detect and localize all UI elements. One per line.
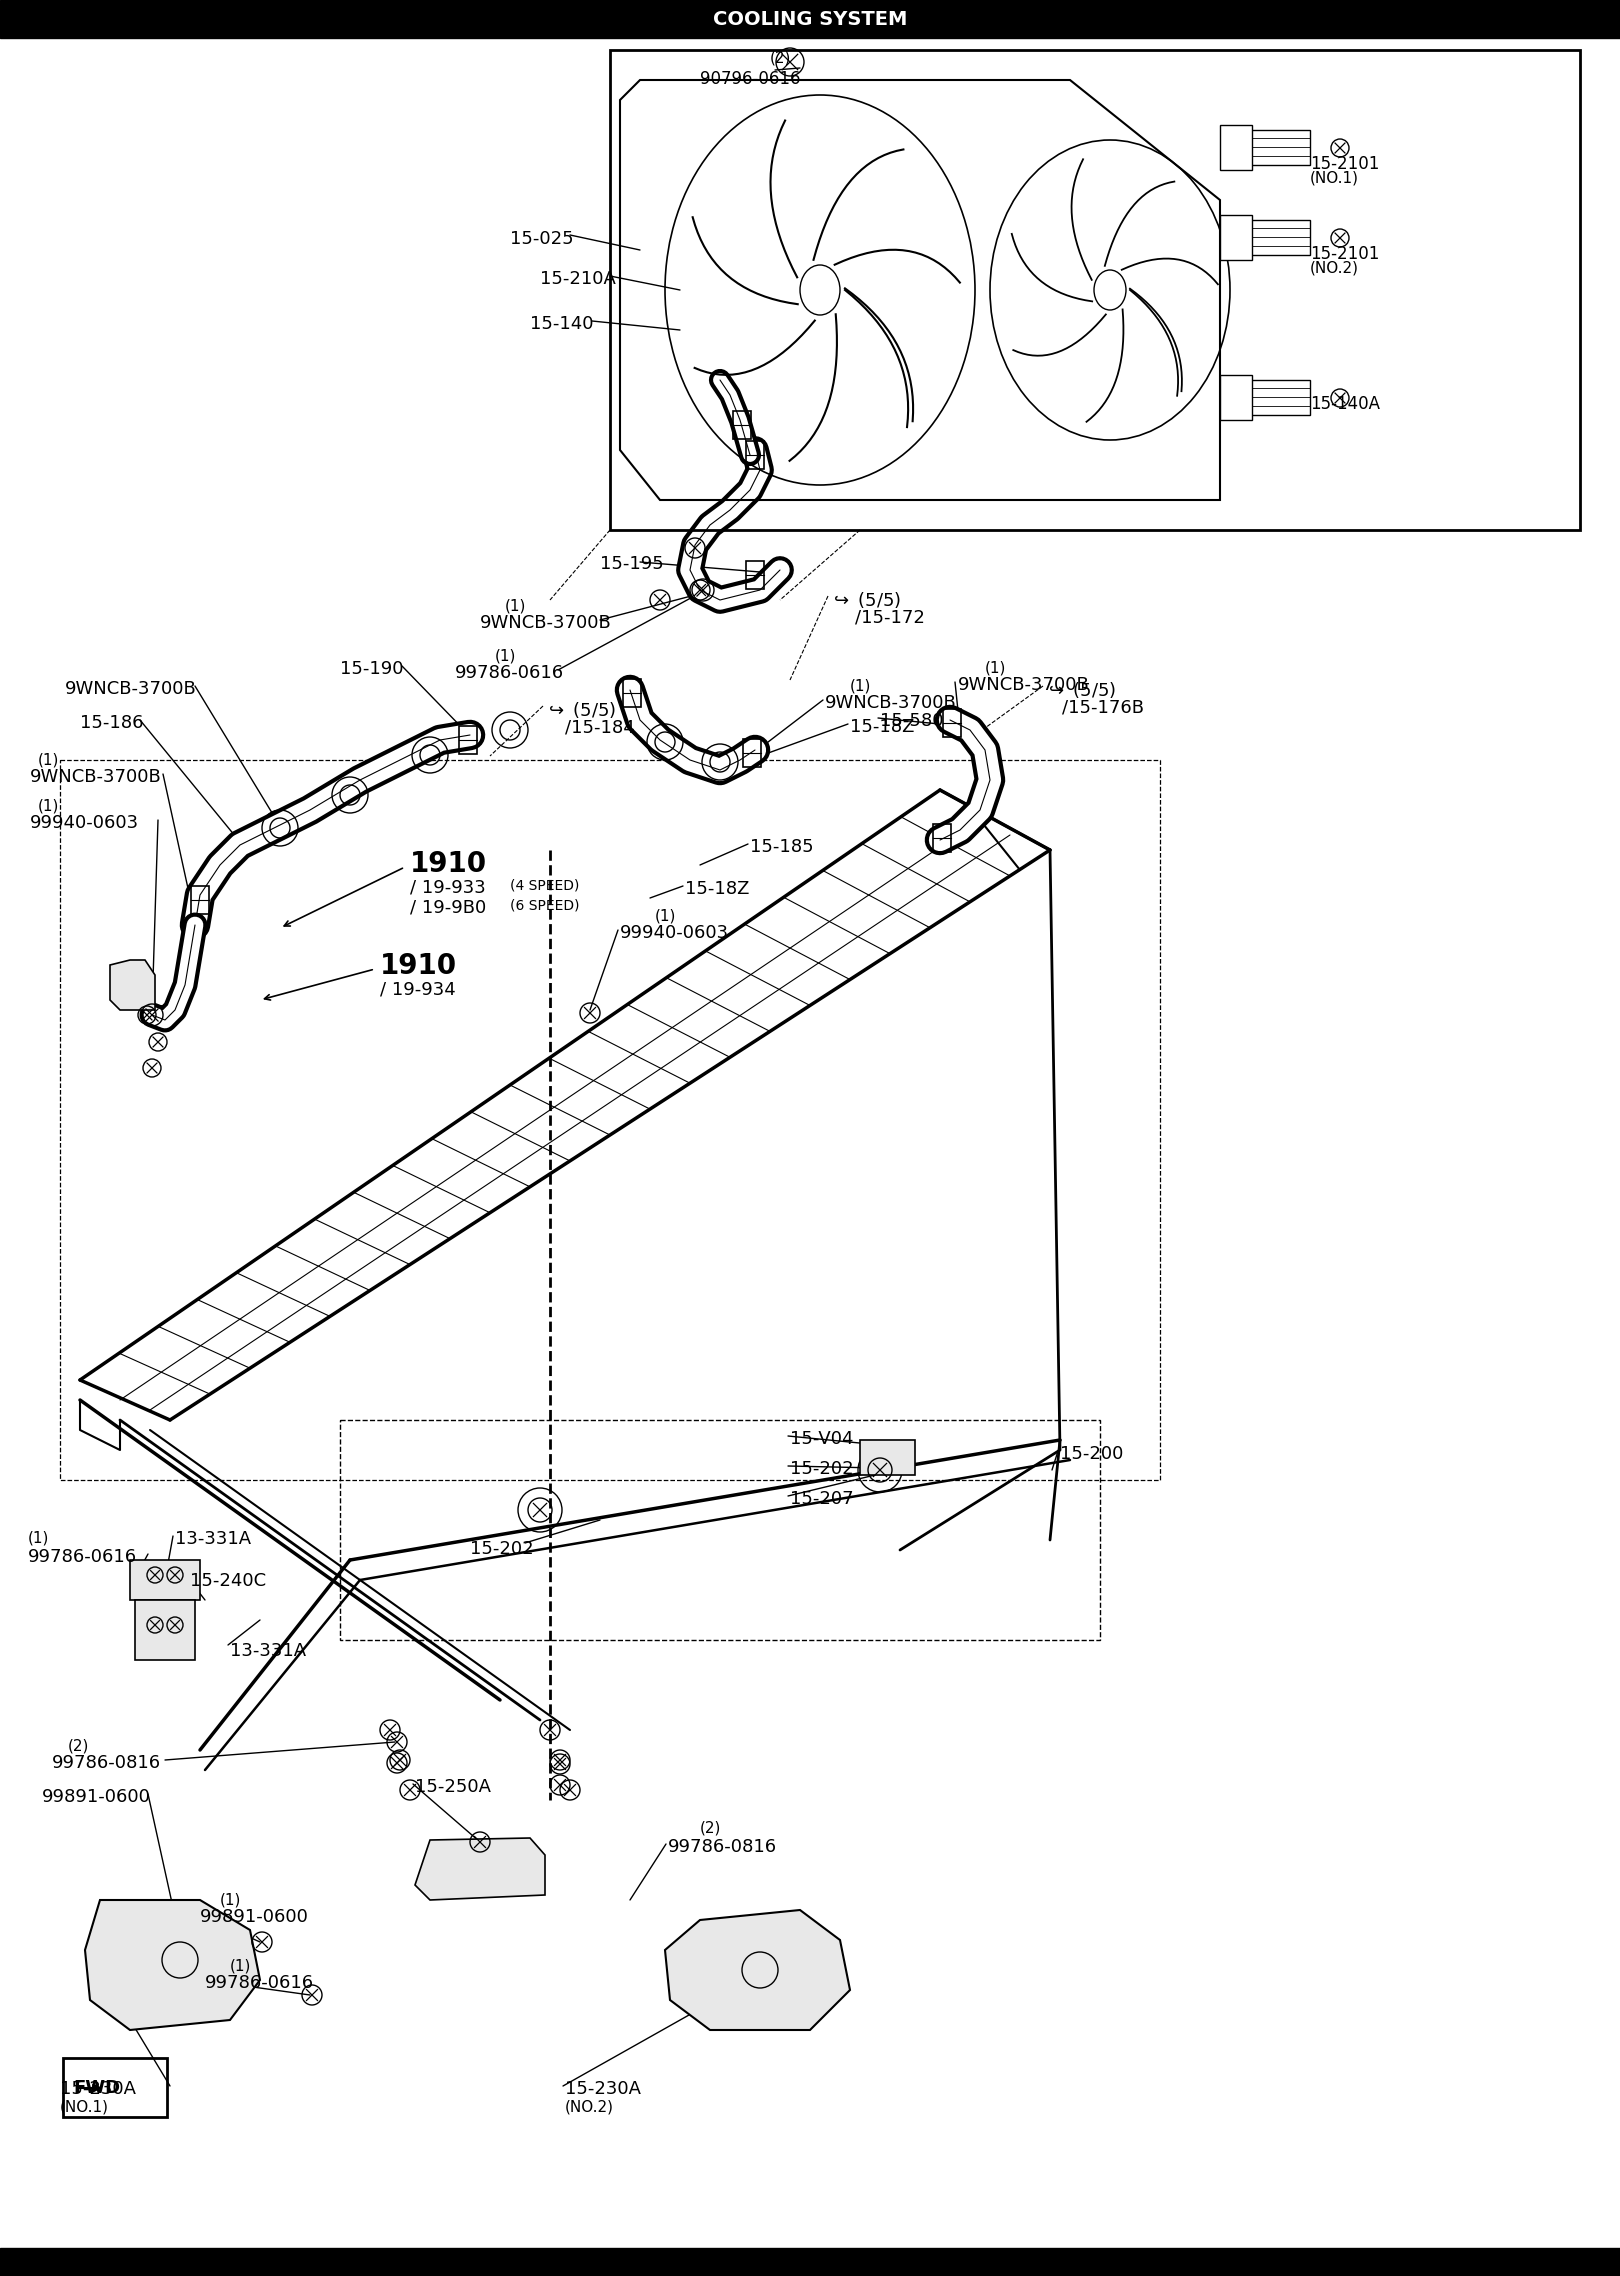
Text: 15-140: 15-140 (530, 314, 593, 332)
Text: 15-18Z: 15-18Z (850, 717, 914, 735)
Text: 15-202: 15-202 (791, 1459, 854, 1477)
Bar (1220, 376, 1252, 421)
Text: (1): (1) (505, 599, 526, 612)
Text: 1910: 1910 (410, 849, 488, 879)
Text: 15-250A: 15-250A (415, 1778, 491, 1796)
Text: (NO.1): (NO.1) (1311, 171, 1359, 184)
Bar (130, 1559, 199, 1600)
Text: 99786-0816: 99786-0816 (667, 1839, 778, 1855)
Text: $\hookrightarrow$ (5/5): $\hookrightarrow$ (5/5) (829, 589, 901, 610)
Text: 15-210A: 15-210A (539, 271, 616, 289)
Polygon shape (84, 1900, 259, 2030)
Bar (340, 1420, 1100, 1641)
Text: 15-18Z: 15-18Z (685, 881, 750, 899)
Text: 15-V04: 15-V04 (791, 1429, 854, 1448)
Text: 99891-0600: 99891-0600 (42, 1789, 151, 1805)
Text: 99786-0816: 99786-0816 (52, 1755, 160, 1773)
Text: /15-176B: /15-176B (1063, 699, 1144, 717)
Text: FWD: FWD (73, 2078, 120, 2096)
Bar (0, 0, 1620, 39)
Text: (1): (1) (230, 1957, 251, 1973)
Polygon shape (664, 1910, 850, 2030)
Text: (4 SPEED): (4 SPEED) (510, 879, 580, 892)
Bar (1251, 130, 1311, 164)
Text: (1): (1) (496, 649, 517, 662)
Text: 15-230A: 15-230A (60, 2080, 136, 2098)
Bar (745, 442, 765, 469)
Text: (1): (1) (654, 908, 677, 924)
Text: (1): (1) (37, 799, 60, 813)
Text: 9WNCB-3700B: 9WNCB-3700B (480, 615, 612, 633)
Text: 9WNCB-3700B: 9WNCB-3700B (825, 694, 957, 712)
Text: 15-580: 15-580 (880, 712, 943, 731)
Text: 90796-0616: 90796-0616 (700, 71, 800, 89)
Text: $\hookrightarrow$ (5/5): $\hookrightarrow$ (5/5) (544, 701, 616, 719)
Text: 15-240C: 15-240C (190, 1573, 266, 1591)
Text: 15-185: 15-185 (750, 838, 813, 856)
Text: (NO.2): (NO.2) (565, 2101, 614, 2114)
Text: 15-2101: 15-2101 (1311, 246, 1379, 264)
Text: / 19-933: / 19-933 (410, 879, 486, 897)
Text: 99786-0616: 99786-0616 (28, 1548, 138, 1566)
Bar (134, 1600, 194, 1659)
Text: (1): (1) (28, 1529, 49, 1545)
Text: 1910: 1910 (381, 951, 457, 981)
Text: 15-202: 15-202 (470, 1541, 533, 1559)
Text: 15-140A: 15-140A (1311, 396, 1380, 412)
Text: /15-184: /15-184 (565, 717, 635, 735)
Text: 9WNCB-3700B: 9WNCB-3700B (65, 681, 196, 699)
Text: 13-331A: 13-331A (230, 1641, 306, 1659)
Bar (732, 412, 752, 439)
Bar (933, 824, 951, 851)
Text: $\hookrightarrow$ (5/5): $\hookrightarrow$ (5/5) (1045, 681, 1116, 701)
Text: 15-2101: 15-2101 (1311, 155, 1379, 173)
Bar (744, 740, 761, 767)
Text: 15-230A: 15-230A (565, 2080, 642, 2098)
Bar (60, 760, 1160, 1479)
Text: /15-172: /15-172 (855, 608, 925, 626)
Text: 9WNCB-3700B: 9WNCB-3700B (957, 676, 1090, 694)
Text: 99940-0603: 99940-0603 (620, 924, 729, 942)
Text: 15-195: 15-195 (599, 555, 664, 574)
Text: (1): (1) (850, 678, 872, 692)
Text: (1): (1) (220, 1891, 241, 1907)
Text: 13-331A: 13-331A (175, 1529, 251, 1548)
Bar (458, 726, 476, 753)
Bar (624, 678, 642, 708)
Text: (2): (2) (68, 1739, 89, 1753)
Text: 15-025: 15-025 (510, 230, 573, 248)
Bar (191, 885, 209, 915)
Text: (NO.1): (NO.1) (60, 2101, 109, 2114)
Text: (NO.2): (NO.2) (1311, 259, 1359, 275)
Text: (2): (2) (700, 1821, 721, 1834)
Text: (1): (1) (985, 660, 1006, 676)
Bar (611, 50, 1580, 530)
Text: COOLING SYSTEM: COOLING SYSTEM (713, 9, 907, 30)
Bar (745, 560, 765, 589)
Text: (2): (2) (770, 50, 791, 66)
Polygon shape (415, 1839, 544, 1900)
Text: 15-200: 15-200 (1059, 1445, 1123, 1463)
Text: / 19-9B0: / 19-9B0 (410, 899, 486, 915)
Bar (1251, 221, 1311, 255)
Text: 15-186: 15-186 (79, 715, 144, 733)
Text: 99786-0616: 99786-0616 (455, 665, 564, 683)
Text: / 19-934: / 19-934 (381, 981, 455, 997)
Polygon shape (110, 960, 156, 1011)
Text: (6 SPEED): (6 SPEED) (510, 899, 580, 913)
Text: 99891-0600: 99891-0600 (199, 1907, 309, 1925)
Text: 15-207: 15-207 (791, 1491, 854, 1509)
Text: 99786-0616: 99786-0616 (206, 1973, 314, 1992)
Bar (860, 1441, 915, 1475)
Text: 99940-0603: 99940-0603 (31, 815, 139, 833)
Text: 15-190: 15-190 (340, 660, 403, 678)
Bar (943, 710, 961, 737)
Text: (1): (1) (37, 751, 60, 767)
Bar (1220, 214, 1252, 259)
Bar (1251, 380, 1311, 414)
Bar (1220, 125, 1252, 171)
Bar (0, 2249, 1620, 2276)
Text: 9WNCB-3700B: 9WNCB-3700B (31, 767, 162, 785)
